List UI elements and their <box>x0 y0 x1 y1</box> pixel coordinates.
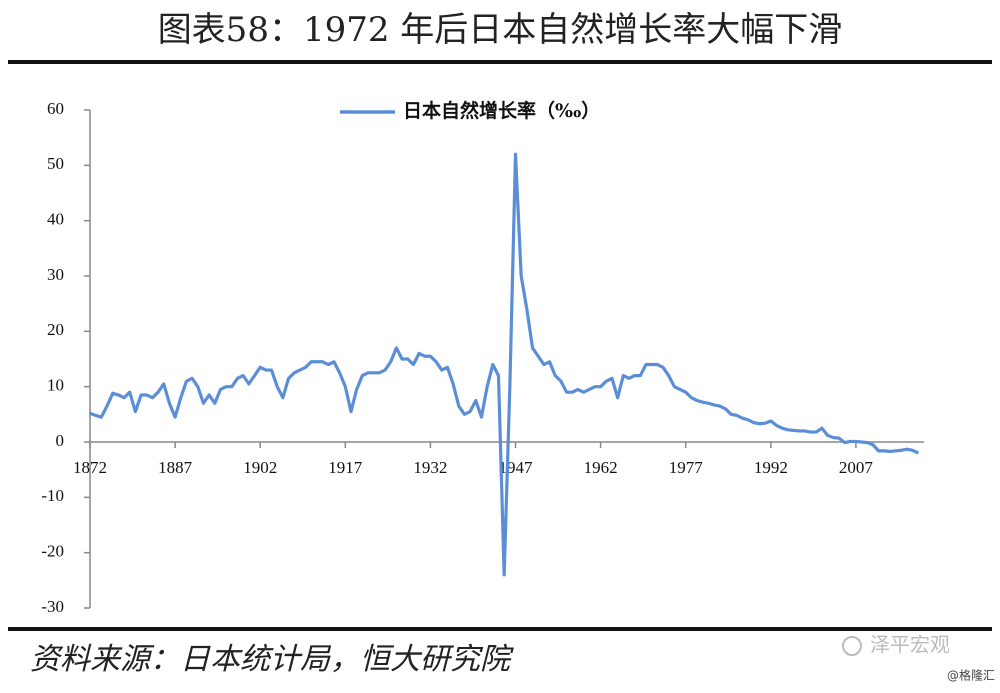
y-tick-label: 30 <box>47 265 64 284</box>
y-tick-label: 40 <box>47 210 64 229</box>
x-tick-label: 1962 <box>584 458 618 477</box>
y-tick-label: -20 <box>41 542 64 561</box>
y-tick-label: -30 <box>41 597 64 616</box>
x-tick-label: 1992 <box>754 458 788 477</box>
y-tick-label: 60 <box>47 99 64 118</box>
y-tick-label: 50 <box>47 154 64 173</box>
top-rule <box>8 60 992 64</box>
data-line <box>89 152 920 577</box>
credit: @格隆汇 <box>947 668 995 683</box>
bottom-rule <box>8 627 992 631</box>
legend-label: 日本自然增长率（‰） <box>403 99 600 122</box>
y-tick-label: 20 <box>47 320 64 339</box>
x-tick-label: 1902 <box>243 458 277 477</box>
y-tick-label: 10 <box>47 376 64 395</box>
x-tick-label: 1872 <box>73 458 107 477</box>
y-tick-label: -10 <box>41 486 64 505</box>
x-tick-label: 1887 <box>158 458 193 477</box>
x-tick-label: 2007 <box>839 458 874 477</box>
x-tick-label: 1947 <box>499 458 534 477</box>
x-tick-label: 1932 <box>413 458 447 477</box>
watermark: 泽平宏观 <box>870 633 950 657</box>
y-tick-label: 0 <box>56 431 65 450</box>
x-tick-label: 1977 <box>669 458 704 477</box>
watermark-icon <box>842 636 862 656</box>
source-note: 资料来源：日本统计局，恒大研究院 <box>30 642 514 677</box>
x-tick-label: 1917 <box>328 458 363 477</box>
chart-title: 图表58：1972 年后日本自然增长率大幅下滑 <box>158 10 843 50</box>
